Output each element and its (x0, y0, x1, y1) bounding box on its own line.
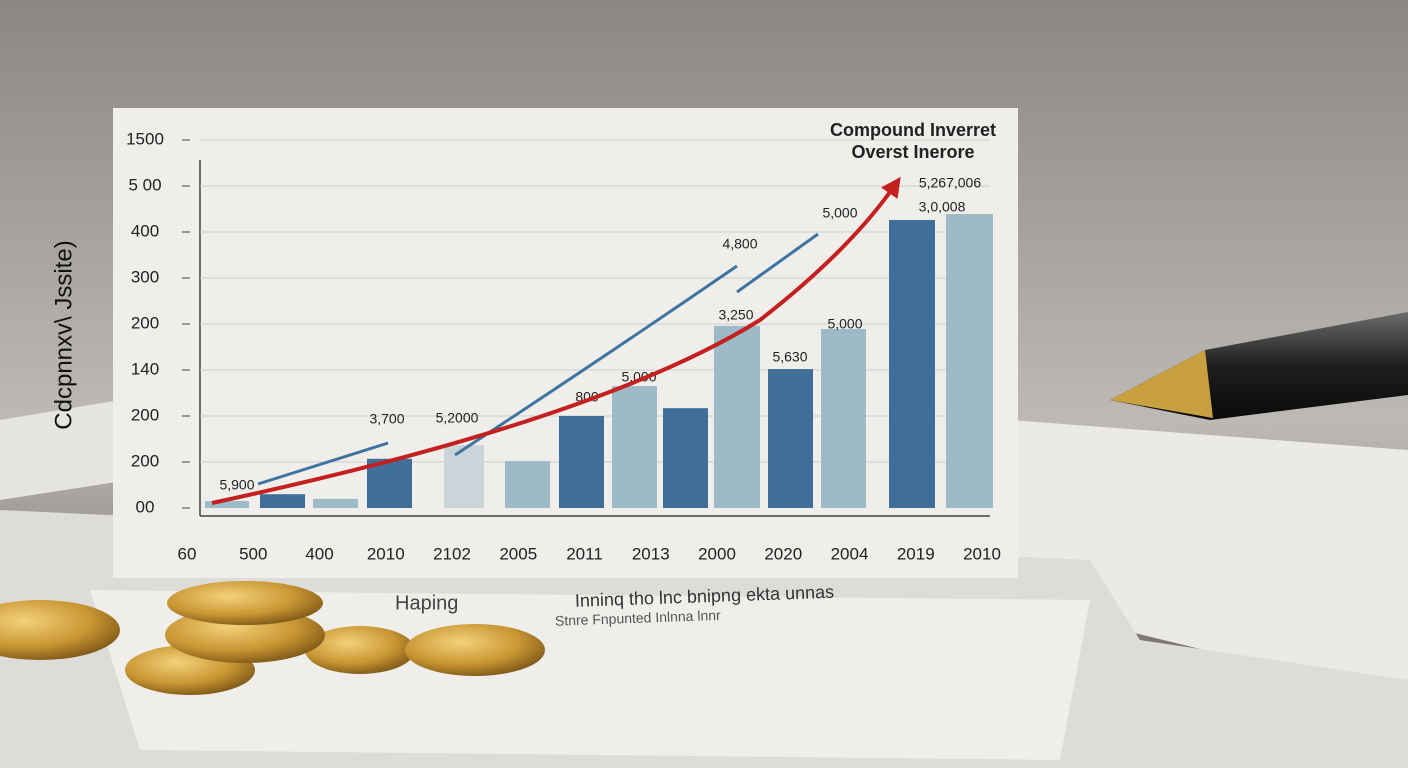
bar (313, 498, 358, 508)
bar (612, 386, 657, 508)
annotation: 4,800 (722, 236, 757, 252)
growth-arrow (211, 176, 901, 505)
bar (768, 369, 813, 508)
annotation: 5,630 (772, 349, 807, 365)
paper (1000, 420, 1408, 700)
annotation: 5,000 (822, 205, 857, 221)
x-tick-label: 400 (305, 544, 333, 563)
chart-subtitle: Overst Inerore (851, 142, 974, 162)
x-tick-label: 2102 (433, 544, 471, 563)
y-tick-label: 00 (136, 497, 155, 516)
x-tick-label: 2011 (566, 544, 603, 563)
x-tick-label: 500 (239, 544, 267, 563)
x-tick-label: 2013 (632, 544, 670, 563)
y-tick-label: 1500 (126, 129, 164, 148)
annotation: 3,250 (718, 307, 753, 323)
bar (444, 444, 484, 508)
x-tick-label: 2019 (897, 544, 935, 563)
bar (821, 329, 866, 508)
y-tick-label: 200 (131, 313, 159, 332)
x-tick-label: 2010 (963, 544, 1001, 563)
paper-text: Haping (395, 592, 458, 614)
y-tick-label: 5 00 (128, 175, 161, 194)
x-tick-label: 2005 (499, 544, 537, 563)
annotation: 5,2000 (436, 410, 479, 426)
coins (0, 581, 545, 695)
chart-title: Compound Inverret (830, 120, 996, 140)
bar (889, 220, 935, 509)
x-tick-label: 2010 (367, 544, 405, 563)
y-tick-label: 140 (131, 359, 159, 378)
bar (946, 214, 993, 508)
bar (260, 494, 305, 508)
x-tick-label: 2000 (698, 544, 736, 563)
annotation: 3,0,008 (919, 199, 966, 215)
annotation: 5,267,006 (919, 175, 981, 191)
annotation: 5,900 (219, 477, 254, 493)
paper (0, 400, 130, 500)
paper-text: Stnre Fnpunted Inlnna lnnr (555, 607, 722, 629)
y-tick-label: 200 (131, 451, 159, 470)
bar (714, 325, 760, 508)
y-tick-label: 200 (131, 405, 159, 424)
annotation: 3,700 (369, 411, 404, 427)
x-tick-label: 60 (178, 544, 197, 563)
bar (505, 461, 550, 508)
pen-tip (1110, 350, 1213, 418)
y-tick-label: 300 (131, 267, 159, 286)
y-tick-label: 400 (131, 221, 159, 240)
y-axis-title: Cdcpnnxv\ Jssite) (50, 240, 77, 429)
annotation: 5,000 (827, 316, 862, 332)
x-tick-label: 2004 (831, 544, 869, 563)
x-tick-label: 2020 (764, 544, 802, 563)
annotation: 5,000 (621, 369, 656, 385)
bar (205, 501, 249, 508)
bar (663, 408, 708, 508)
bar (559, 416, 604, 508)
